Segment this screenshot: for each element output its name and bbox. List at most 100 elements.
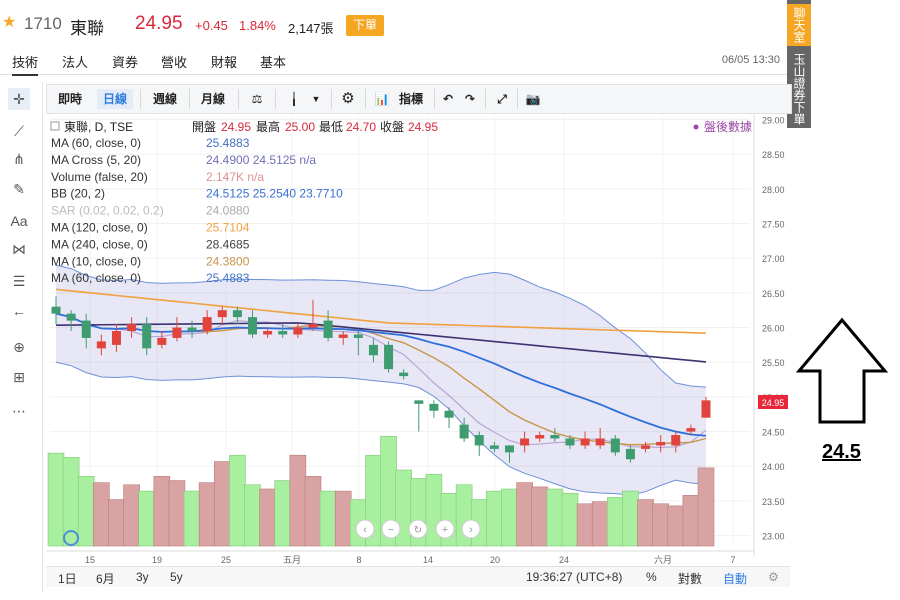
- broker-order-button[interactable]: 玉山證券下單: [792, 53, 806, 125]
- open-value: 24.95: [221, 120, 251, 134]
- favorite-star-icon[interactable]: ★: [2, 14, 17, 31]
- annotation-value: 24.5: [822, 441, 861, 463]
- candle-body: [127, 324, 137, 331]
- zoom-icon[interactable]: ⊕: [13, 339, 25, 355]
- undo-icon[interactable]: ↶: [442, 92, 454, 106]
- camera-icon[interactable]: 📷: [525, 92, 541, 106]
- interval-monthly[interactable]: 月線: [200, 92, 225, 106]
- candle-body: [535, 435, 545, 439]
- order-button[interactable]: 下單: [346, 15, 384, 36]
- x-tick-label: 24: [559, 555, 569, 565]
- back-arrow-icon[interactable]: ←: [12, 303, 26, 319]
- tab-margin[interactable]: 資券: [112, 55, 139, 70]
- chevron-down-icon[interactable]: ▼: [311, 94, 321, 104]
- interval-intraday[interactable]: 即時: [57, 92, 82, 106]
- range-1d[interactable]: 1日: [58, 572, 77, 586]
- volume-bar: [486, 490, 503, 547]
- fibonacci-icon[interactable]: ☰: [12, 273, 26, 289]
- scroll-right-icon[interactable]: [461, 519, 481, 539]
- candle-body: [595, 438, 605, 446]
- settings-gear-icon[interactable]: ⚙: [341, 90, 355, 107]
- pattern-icon[interactable]: ⋈: [12, 241, 26, 257]
- volume-bar: [183, 490, 201, 547]
- volume-bar: [667, 505, 685, 547]
- auto-scale-toggle[interactable]: 自動: [723, 572, 748, 586]
- tab-institutional[interactable]: 法人: [62, 55, 89, 70]
- quote-header: ★ 1710 東聯 24.95 +0.45 1.84% 2,147張 下單: [0, 0, 780, 48]
- brush-icon[interactable]: ✎: [13, 181, 25, 197]
- range-3y[interactable]: 3y: [136, 570, 149, 584]
- y-tick-label: 26.50: [762, 289, 785, 299]
- legend-indicator-name[interactable]: MA (10, close, 0): [51, 254, 141, 268]
- after-hours-label[interactable]: 盤後數據: [704, 120, 752, 134]
- candle-body: [625, 448, 635, 460]
- fullscreen-icon[interactable]: ⤢: [497, 92, 507, 106]
- tab-technical[interactable]: 技術: [12, 52, 39, 76]
- x-tick-label: 19: [152, 555, 162, 565]
- scroll-right-glyph: ›: [469, 524, 473, 536]
- legend-indicator-name[interactable]: MA Cross (5, 20): [51, 153, 141, 167]
- indicators-button[interactable]: 指標: [398, 92, 423, 106]
- settings-icon[interactable]: ⚙: [768, 570, 779, 584]
- tab-basic[interactable]: 基本: [260, 55, 287, 70]
- redo-icon[interactable]: ↷: [464, 92, 476, 106]
- volume-bar: [274, 480, 292, 547]
- volume-bar: [697, 467, 715, 547]
- volume-bar: [576, 503, 594, 547]
- legend-indicator-name[interactable]: MA (120, close, 0): [51, 221, 148, 235]
- volume-bar: [77, 476, 95, 547]
- candle-body: [520, 438, 530, 446]
- clock: 19:36:27 (UTC+8): [526, 570, 623, 584]
- tab-financials[interactable]: 財報: [211, 55, 238, 70]
- pitchfork-icon[interactable]: ⋔: [13, 151, 25, 167]
- legend-indicator-name[interactable]: MA (60, close, 0): [51, 271, 141, 285]
- candle-body: [444, 410, 454, 418]
- range-6m[interactable]: 6月: [96, 572, 115, 586]
- scroll-left-icon[interactable]: [355, 519, 375, 539]
- volume-bar: [607, 497, 624, 547]
- price-change: +0.45: [195, 18, 228, 33]
- interval-weekly[interactable]: 週線: [152, 92, 177, 106]
- candle-style-icon[interactable]: ╽: [290, 92, 298, 106]
- chat-room-button[interactable]: 聊天室: [787, 4, 811, 46]
- stock-code: 1710: [24, 14, 62, 33]
- legend-indicator-value: 25.7104: [206, 221, 250, 235]
- legend-indicator-name[interactable]: SAR (0.02, 0.02, 0.2): [51, 204, 164, 218]
- candle-body: [308, 324, 318, 328]
- percent-toggle[interactable]: %: [646, 570, 657, 584]
- volume-bar: [259, 488, 276, 547]
- interval-daily[interactable]: 日線: [97, 89, 133, 109]
- volume-bar: [138, 490, 155, 547]
- range-5y[interactable]: 5y: [170, 570, 183, 584]
- more-tools-icon[interactable]: ⋯: [12, 403, 26, 419]
- stock-name: 東聯: [70, 19, 104, 38]
- candle-body: [384, 344, 394, 370]
- compare-icon[interactable]: ⚖: [251, 92, 263, 106]
- price-chart[interactable]: 29.00 28.50 28.00 27.50 27.00 26.50 26.00 25.50…: [46, 114, 790, 566]
- candle-body: [293, 327, 303, 335]
- collapse-icon[interactable]: [50, 121, 60, 131]
- legend-indicator-name[interactable]: MA (60, close, 0): [51, 136, 141, 150]
- crosshair-icon[interactable]: ✛: [8, 88, 30, 110]
- chart-toolbar: 即時 日線 週線 月線 ⚖ ╽ ▼ ⚙ 📊 指標 ↶ ↷ ⤢ 📷: [46, 84, 792, 114]
- ma60-line: [55, 322, 707, 363]
- legend-indicator-name[interactable]: MA (240, close, 0): [51, 237, 148, 251]
- trend-line-icon[interactable]: ⟋: [14, 123, 24, 139]
- zoom-in-icon[interactable]: [435, 519, 455, 539]
- zoom-out-icon[interactable]: [381, 519, 401, 539]
- legend-indicator-value: 24.5125 25.2540 23.7710: [206, 187, 343, 201]
- scroll-left-glyph: ‹: [363, 524, 367, 536]
- reset-icon[interactable]: [408, 519, 428, 539]
- bollinger-line: [55, 361, 707, 496]
- legend-indicator-name[interactable]: Volume (false, 20): [51, 170, 148, 184]
- candle-body: [701, 400, 711, 418]
- up-arrow-icon: [796, 317, 888, 424]
- text-tool-icon[interactable]: Aa: [10, 213, 28, 229]
- indicator-chart-icon[interactable]: 📊: [374, 92, 390, 106]
- legend-indicator-name[interactable]: BB (20, 2): [51, 187, 105, 201]
- log-toggle[interactable]: 對數: [678, 572, 703, 586]
- measure-icon[interactable]: ⊞: [13, 369, 25, 385]
- candle-body: [429, 403, 439, 411]
- tab-revenue[interactable]: 營收: [161, 55, 188, 70]
- candle-body: [550, 435, 560, 439]
